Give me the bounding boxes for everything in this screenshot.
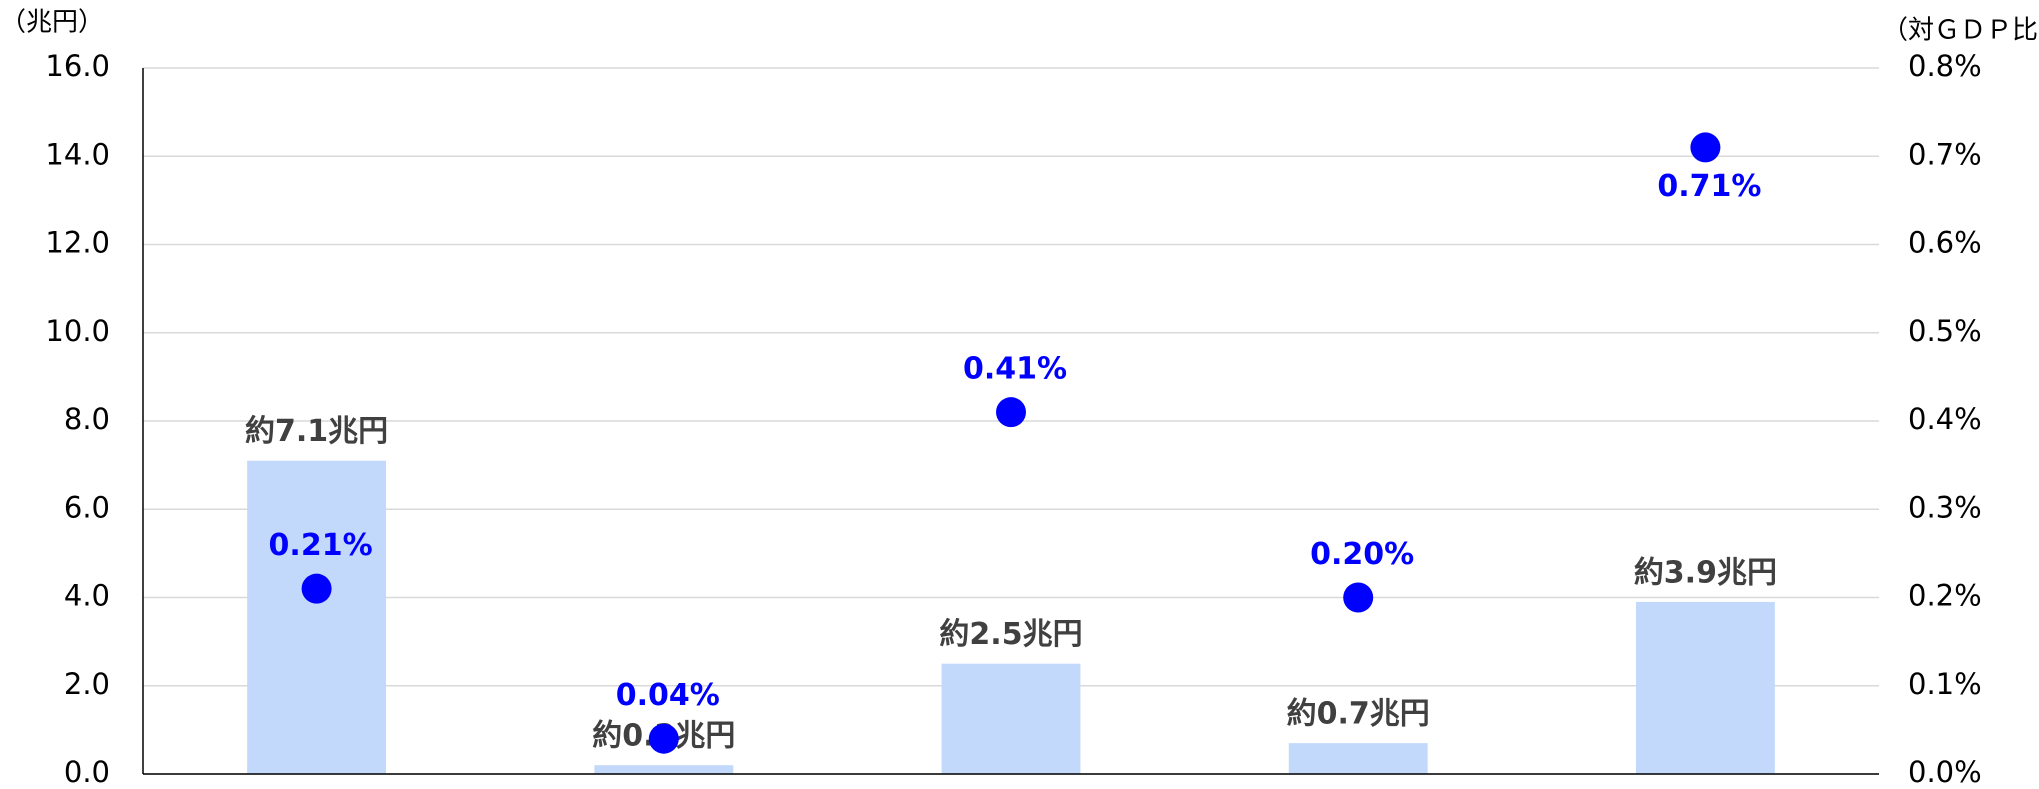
y-axis-label: （兆円） — [0, 8, 104, 38]
bar-label: 約7.1兆円 — [245, 414, 388, 449]
bar-label: 約2.5兆円 — [939, 617, 1082, 652]
bar — [594, 765, 734, 774]
y2-tick-label: 0.4% — [1908, 402, 1982, 436]
dot — [1690, 132, 1721, 163]
bar-label: 約3.9兆円 — [1634, 555, 1777, 590]
y-tick-label: 4.0 — [64, 579, 110, 613]
bar — [1288, 743, 1428, 774]
y-tick-label: 0.0 — [64, 755, 110, 789]
dot — [1343, 582, 1374, 613]
dot — [648, 723, 679, 754]
y2-tick-label: 0.0% — [1908, 755, 1982, 789]
bar — [247, 460, 387, 774]
bar — [941, 663, 1081, 774]
y-tick-label: 8.0 — [64, 402, 110, 436]
dot-label: 0.71% — [1657, 169, 1761, 204]
y2-axis-label: （対ＧＤＰ比） — [1882, 16, 2039, 46]
dot-label: 0.21% — [269, 528, 373, 563]
y2-tick-label: 0.5% — [1908, 314, 1982, 348]
y-tick-label: 16.0 — [45, 49, 110, 83]
y2-tick-label: 0.2% — [1908, 579, 1982, 613]
y-tick-label: 6.0 — [64, 490, 110, 524]
dot-label: 0.41% — [963, 352, 1067, 387]
dot — [996, 397, 1026, 428]
y2-tick-label: 0.6% — [1908, 226, 1982, 260]
y2-tick-label: 0.3% — [1908, 490, 1982, 524]
y-tick-label: 12.0 — [45, 226, 110, 260]
y2-tick-label: 0.8% — [1908, 49, 1982, 83]
y-tick-label: 14.0 — [45, 137, 110, 171]
y-tick-label: 10.0 — [45, 314, 110, 348]
y-tick-label: 2.0 — [64, 667, 110, 701]
dot-label: 0.20% — [1310, 537, 1414, 572]
dot-label: 0.04% — [616, 678, 720, 713]
bar — [1635, 601, 1775, 774]
y2-tick-label: 0.7% — [1908, 137, 1982, 171]
bar-label: 約0.7兆円 — [1287, 697, 1430, 732]
y2-tick-label: 0.1% — [1908, 667, 1982, 701]
dot — [301, 573, 332, 604]
